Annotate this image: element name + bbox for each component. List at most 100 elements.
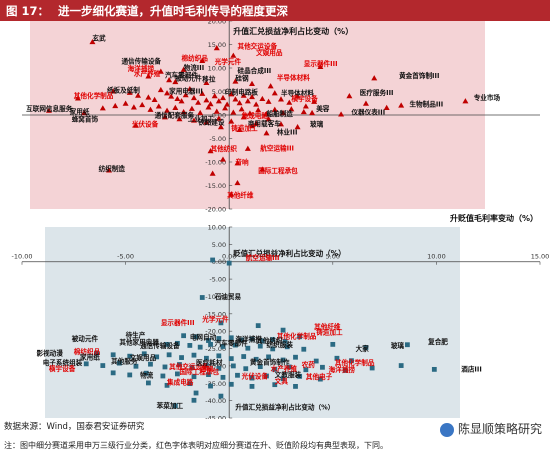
data-point-square — [166, 352, 172, 358]
data-point-triangle — [302, 103, 309, 109]
data-point-triangle — [371, 75, 378, 81]
point-label: 其他交运设备 — [169, 362, 209, 371]
data-point-triangle — [81, 109, 88, 116]
y-tick-label: -20.00 — [205, 328, 226, 336]
data-point-triangle — [271, 90, 278, 96]
y-tick-label: -10.00 — [205, 293, 226, 301]
data-point-triangle — [248, 123, 255, 129]
data-point-square — [284, 344, 290, 350]
data-point-square — [145, 380, 151, 386]
data-point-triangle — [317, 63, 324, 70]
point-label: 医疗服务III — [360, 88, 394, 97]
data-point-triangle — [122, 100, 129, 106]
data-point-square — [175, 340, 180, 346]
data-point-square — [228, 356, 234, 362]
data-point-square — [220, 374, 226, 380]
data-point-square — [313, 358, 319, 364]
point-label: 海洋捕捞 — [128, 64, 155, 73]
scatter-chart: 20.00 15.00 10.00 5.00 0.00 -5.00 -10.00 -15.00… — [12, 21, 549, 419]
y-axis-title: 贬值汇兑损益净利占比变动（%） — [233, 248, 346, 258]
data-point-square — [179, 355, 184, 360]
data-point-square — [249, 336, 255, 342]
data-point-triangle — [145, 73, 152, 79]
point-label: 黄金首饰制III — [399, 71, 439, 80]
point-label: 海洋捕捞 — [235, 334, 262, 343]
data-point-triangle — [311, 98, 318, 104]
figure-title: 进一步细化赛道，升值时毛利传导的程度更深 — [58, 4, 288, 18]
data-point-square — [148, 361, 153, 367]
data-point-square — [270, 346, 276, 352]
data-point-triangle — [265, 116, 272, 122]
point-label: 通信传输设备 — [121, 56, 161, 65]
data-point-square — [143, 370, 149, 376]
point-label: 其他纺织 — [256, 336, 283, 345]
point-label: 集成电路 — [241, 111, 269, 120]
data-point-triangle — [228, 191, 235, 197]
data-point-triangle — [232, 78, 239, 84]
point-label: 铸造加工 — [316, 328, 343, 337]
data-point-square — [216, 365, 222, 371]
data-point-triangle — [213, 45, 220, 51]
data-point-square — [204, 362, 209, 368]
data-point-square — [264, 373, 269, 379]
data-point-square — [220, 344, 226, 349]
data-point-triangle — [236, 126, 243, 133]
y-tick-label: 10.00 — [208, 65, 227, 73]
point-label: 国际工程承包 — [258, 166, 298, 175]
point-label: 横宇设备 — [291, 94, 318, 103]
point-label: 其他纤维 — [314, 322, 341, 331]
data-point-square — [301, 346, 307, 352]
watermark-text: 陈显顺策略研究 — [457, 422, 542, 436]
data-point-square — [110, 370, 116, 376]
y-tick-label: -5.00 — [209, 276, 226, 284]
data-point-triangle — [224, 101, 231, 107]
point-label: 工业加工 — [188, 114, 215, 123]
point-label: 硅钢 — [235, 74, 249, 83]
data-point-triangle — [155, 103, 162, 109]
data-point-triangle — [240, 114, 247, 120]
data-point-square — [398, 363, 404, 368]
data-point-triangle — [180, 108, 187, 115]
data-point-triangle — [135, 92, 142, 98]
data-point-triangle — [132, 122, 139, 128]
data-point-square — [127, 372, 133, 378]
data-point-triangle — [197, 109, 204, 116]
data-point-square — [216, 336, 222, 341]
data-point-triangle — [205, 104, 212, 110]
point-label: 黄金首饰制作 — [250, 358, 290, 367]
point-label: 复合肥 — [427, 337, 448, 346]
data-point-square — [83, 361, 89, 367]
data-point-square — [206, 338, 211, 343]
point-label: 电子系统组装 — [43, 358, 83, 367]
data-point-square — [199, 295, 205, 300]
data-point-triangle — [265, 98, 272, 104]
point-label: 医疗耗材 — [196, 358, 223, 367]
point-label: 水产养殖 — [134, 69, 161, 78]
data-point-square — [404, 342, 410, 348]
data-point-triangle — [174, 95, 181, 102]
point-label: 生物制品III — [409, 100, 443, 109]
y-tick-label: -15.00 — [205, 182, 226, 190]
data-point-triangle — [267, 83, 274, 89]
point-label: 通信传输设备 — [140, 341, 180, 350]
data-point-square — [204, 355, 209, 361]
data-point-square — [189, 365, 195, 371]
data-point-square — [239, 337, 245, 343]
data-point-square — [127, 353, 133, 359]
data-point-triangle — [278, 96, 284, 102]
data-point-triangle — [271, 106, 278, 112]
data-point-square — [187, 381, 193, 387]
data-point-triangle — [219, 94, 226, 101]
data-point-square — [187, 343, 193, 348]
point-label: 待生产 — [126, 330, 146, 339]
data-point-triangle — [203, 79, 210, 86]
point-label: 汽车零部件 — [215, 338, 248, 347]
figure-header: 图 17： 进一步细化赛道，升值时毛利传导的程度更深 — [0, 0, 550, 21]
data-point-square — [280, 376, 286, 382]
figure-label: 图 17： — [6, 4, 50, 18]
point-label: 棉纺织品 — [182, 53, 209, 62]
point-label: 玄武 — [92, 34, 106, 43]
data-point-triangle — [346, 93, 353, 99]
point-label: 铸造加工 — [231, 124, 258, 133]
point-label: 其他家用电器 — [119, 337, 159, 346]
